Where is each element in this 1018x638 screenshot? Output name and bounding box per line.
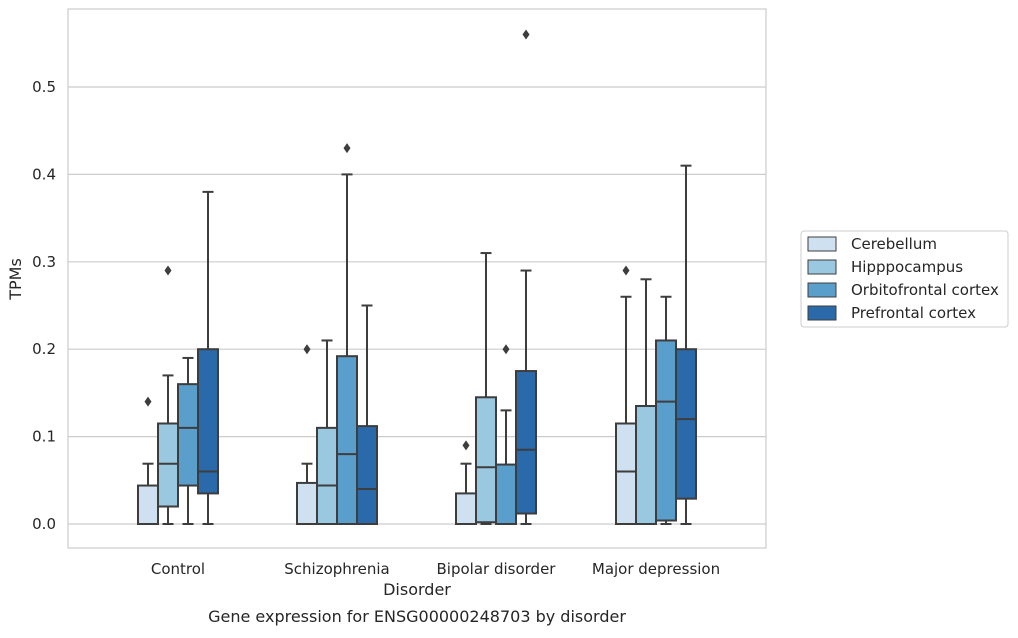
box-group <box>475 252 497 525</box>
box <box>137 484 159 526</box>
box <box>675 348 697 500</box>
outlier-point <box>164 265 172 276</box>
plot-frame <box>67 8 767 549</box>
legend-frame <box>800 230 1009 328</box>
legend-swatch <box>807 305 837 321</box>
box-group <box>495 344 517 525</box>
box-group <box>157 265 179 525</box>
box <box>336 355 358 525</box>
box <box>177 383 199 487</box>
box <box>615 422 637 525</box>
boxes <box>137 29 697 526</box>
outlier-point <box>502 344 510 355</box>
legend-label: Orbitofrontal cortex <box>851 281 999 299</box>
outlier-point <box>622 265 630 276</box>
legend-label: Hipppocampus <box>851 258 963 276</box>
outlier-point <box>144 396 152 407</box>
outlier-point <box>522 29 530 40</box>
box <box>655 339 677 522</box>
box-group <box>675 164 697 525</box>
x-tick-label: Bipolar disorder <box>437 560 557 578</box>
outlier-point <box>462 440 470 451</box>
y-axis-label: TPMs <box>6 258 25 301</box>
legend-label: Prefrontal cortex <box>851 304 976 322</box>
box <box>455 492 477 526</box>
x-tick-label: Schizophrenia <box>284 560 389 578</box>
legend: Cerebellum Hipppocampus Orbitofrontal cort… <box>800 230 1009 328</box>
legend-swatch <box>807 259 837 275</box>
y-tick-label: 0.2 <box>32 340 56 358</box>
legend-label: Cerebellum <box>851 235 937 253</box>
box-group <box>197 190 219 525</box>
x-tick-labels: Control Schizophrenia Bipolar disorder Majo… <box>151 560 720 578</box>
x-axis-label: Disorder <box>383 580 451 599</box>
box <box>197 348 219 495</box>
box <box>157 422 179 508</box>
legend-swatch <box>807 282 837 298</box>
box <box>495 463 517 525</box>
box-group <box>615 265 637 525</box>
y-tick-labels: 0.0 0.1 0.2 0.3 0.4 0.5 <box>32 78 56 533</box>
legend-swatch <box>807 236 837 252</box>
x-tick-label: Major depression <box>592 560 720 578</box>
outlier-point <box>343 143 351 154</box>
x-tick-label: Control <box>151 560 205 578</box>
box <box>316 426 338 525</box>
y-tick-label: 0.0 <box>32 515 56 533</box>
box <box>296 481 318 525</box>
box <box>515 370 537 515</box>
box <box>635 405 657 526</box>
box-group <box>515 29 537 525</box>
box <box>356 425 378 525</box>
outlier-point <box>303 344 311 355</box>
chart-caption: Gene expression for ENSG00000248703 by d… <box>208 607 626 626</box>
box-group <box>356 304 378 525</box>
y-tick-label: 0.5 <box>32 78 56 96</box>
y-tick-label: 0.1 <box>32 428 56 446</box>
box <box>475 396 497 524</box>
y-tick-label: 0.4 <box>32 165 56 183</box>
box-group <box>455 440 477 526</box>
y-tick-label: 0.3 <box>32 253 56 271</box>
box-group <box>137 396 159 526</box>
